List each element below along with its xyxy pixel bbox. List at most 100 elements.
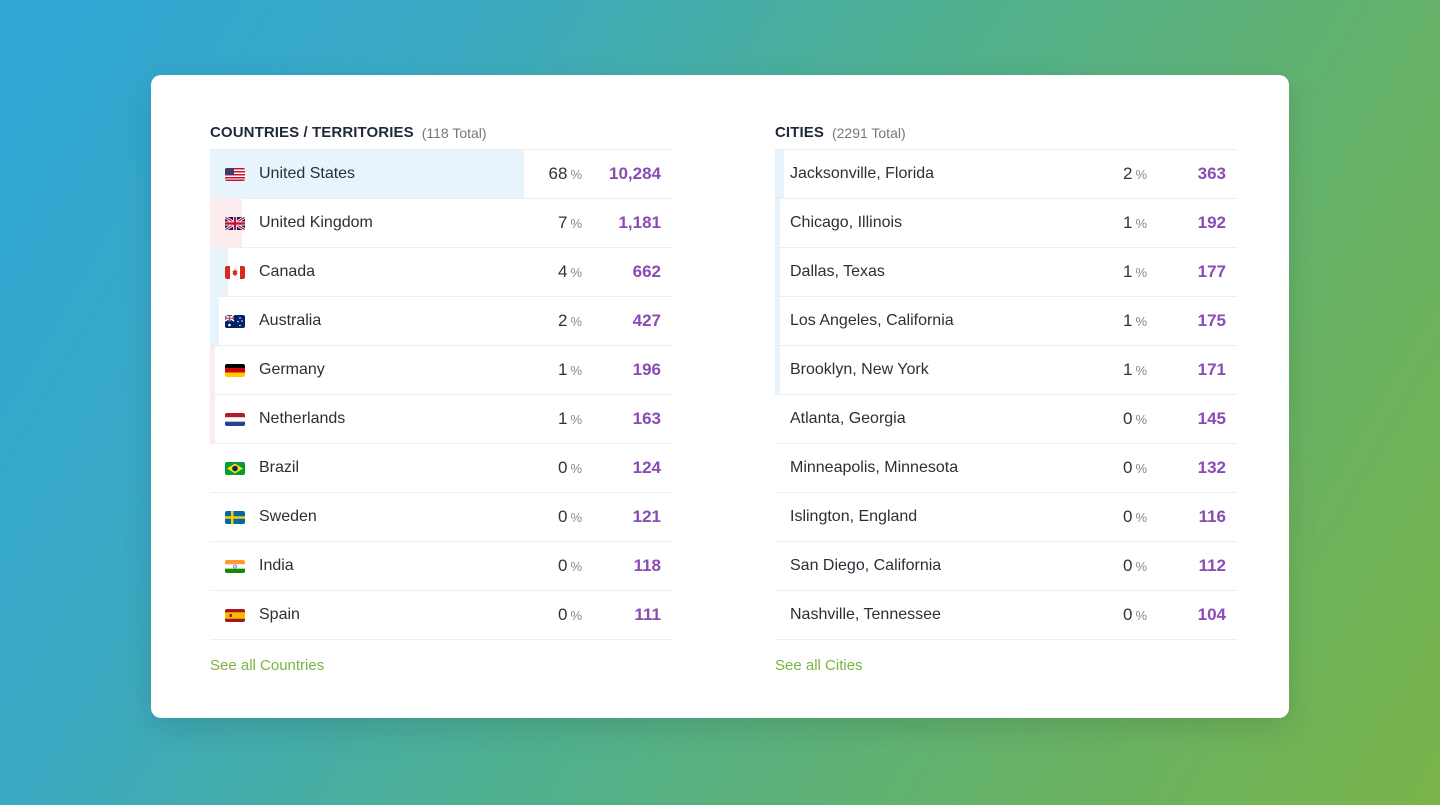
city-count: 171 <box>1197 360 1226 379</box>
city-name: Jacksonville, Florida <box>790 165 935 182</box>
country-row[interactable]: Brazil 0% 124 <box>210 444 672 493</box>
city-percent: 0% <box>1123 507 1147 527</box>
country-percent-value: 1 <box>557 409 568 428</box>
country-percent: 68% <box>549 164 582 184</box>
percent-symbol: % <box>570 216 582 231</box>
city-row[interactable]: San Diego, California 0% 112 <box>775 542 1237 591</box>
country-name: Brazil <box>259 459 300 476</box>
country-percent: 0% <box>558 458 582 478</box>
see-all-countries-link[interactable]: See all Countries <box>210 657 325 674</box>
percent-symbol: % <box>1135 265 1147 280</box>
country-count: 10,284 <box>609 164 661 183</box>
country-row[interactable]: United States 68% 10,284 <box>210 150 672 199</box>
city-share-bar <box>775 248 780 296</box>
city-count: 175 <box>1197 311 1226 330</box>
city-count: 145 <box>1197 409 1226 428</box>
city-row[interactable]: Minneapolis, Minnesota 0% 132 <box>775 444 1237 493</box>
percent-symbol: % <box>570 461 582 476</box>
country-name: Netherlands <box>259 410 346 427</box>
city-percent: 1% <box>1123 360 1147 380</box>
city-name: Atlanta, Georgia <box>790 410 906 427</box>
country-percent-value: 0 <box>557 507 568 526</box>
country-count: 124 <box>632 458 661 477</box>
cities-total: (2291 Total) <box>831 125 906 141</box>
country-row[interactable]: Canada 4% 662 <box>210 248 672 297</box>
city-row[interactable]: Jacksonville, Florida 2% 363 <box>775 150 1237 199</box>
city-percent: 0% <box>1123 556 1147 576</box>
city-name: Los Angeles, California <box>790 312 954 329</box>
country-row[interactable]: Spain 0% 111 <box>210 591 672 640</box>
city-row[interactable]: Islington, England 0% 116 <box>775 493 1237 542</box>
cities-panel: CITIES (2291 Total) Jacksonville, Florid… <box>775 115 1237 675</box>
country-percent: 1% <box>558 409 582 429</box>
cities-header: CITIES (2291 Total) <box>775 115 1237 149</box>
countries-list: United States 68% 10,284 United Kingdom 7% 1,… <box>210 149 672 640</box>
country-count: 1,181 <box>618 213 661 232</box>
country-percent: 2% <box>558 311 582 331</box>
country-count: 163 <box>632 409 661 428</box>
percent-symbol: % <box>1135 461 1147 476</box>
percent-symbol: % <box>1135 314 1147 329</box>
flag-germany-icon <box>225 363 245 377</box>
country-share-bar <box>210 248 228 296</box>
city-percent-value: 1 <box>1122 311 1133 330</box>
city-row[interactable]: Nashville, Tennessee 0% 104 <box>775 591 1237 640</box>
flag-spain-icon <box>225 608 245 622</box>
country-row[interactable]: Australia 2% 427 <box>210 297 672 346</box>
stats-card: COUNTRIES / TERRITORIES (118 Total) Unit… <box>151 75 1289 718</box>
city-percent-value: 0 <box>1122 605 1133 624</box>
city-name: Islington, England <box>790 508 918 525</box>
city-row[interactable]: Dallas, Texas 1% 177 <box>775 248 1237 297</box>
city-percent: 0% <box>1123 605 1147 625</box>
percent-symbol: % <box>570 167 582 182</box>
country-row[interactable]: Germany 1% 196 <box>210 346 672 395</box>
percent-symbol: % <box>1135 412 1147 427</box>
city-percent: 1% <box>1123 311 1147 331</box>
percent-symbol: % <box>570 412 582 427</box>
city-percent-value: 0 <box>1122 458 1133 477</box>
percent-symbol: % <box>1135 608 1147 623</box>
country-percent-value: 0 <box>557 458 568 477</box>
city-name: Brooklyn, New York <box>790 361 929 378</box>
country-row[interactable]: Netherlands 1% 163 <box>210 395 672 444</box>
country-share-bar <box>210 297 219 345</box>
country-name: India <box>259 557 294 574</box>
see-all-cities-link[interactable]: See all Cities <box>775 657 863 674</box>
city-count: 177 <box>1197 262 1226 281</box>
city-count: 112 <box>1198 556 1226 575</box>
country-percent-value: 1 <box>557 360 568 379</box>
countries-panel: COUNTRIES / TERRITORIES (118 Total) Unit… <box>210 115 672 675</box>
flag-australia-icon <box>225 314 245 328</box>
flag-india-icon <box>225 559 245 573</box>
country-count: 662 <box>632 262 661 281</box>
country-percent-value: 4 <box>557 262 568 281</box>
city-name: Minneapolis, Minnesota <box>790 459 959 476</box>
city-percent-value: 1 <box>1122 262 1133 281</box>
city-row[interactable]: Brooklyn, New York 1% 171 <box>775 346 1237 395</box>
flag-canada-icon <box>225 265 245 279</box>
country-count: 118 <box>633 556 661 575</box>
percent-symbol: % <box>570 559 582 574</box>
country-percent-value: 2 <box>557 311 568 330</box>
cities-title: CITIES <box>775 124 824 141</box>
city-count: 104 <box>1197 605 1226 624</box>
city-row[interactable]: Chicago, Illinois 1% 192 <box>775 199 1237 248</box>
city-share-bar <box>775 346 780 394</box>
country-percent: 0% <box>558 605 582 625</box>
country-row[interactable]: India 0% 118 <box>210 542 672 591</box>
city-name: Nashville, Tennessee <box>790 606 941 623</box>
country-count: 111 <box>634 605 662 624</box>
city-percent: 1% <box>1123 262 1147 282</box>
country-name: Canada <box>259 263 316 280</box>
city-percent-value: 2 <box>1122 164 1133 183</box>
countries-title: COUNTRIES / TERRITORIES <box>210 124 414 141</box>
city-row[interactable]: Atlanta, Georgia 0% 145 <box>775 395 1237 444</box>
country-percent-value: 7 <box>557 213 568 232</box>
country-row[interactable]: Sweden 0% 121 <box>210 493 672 542</box>
country-share-bar <box>210 150 524 198</box>
country-row[interactable]: United Kingdom 7% 1,181 <box>210 199 672 248</box>
country-share-bar <box>210 395 215 443</box>
city-row[interactable]: Los Angeles, California 1% 175 <box>775 297 1237 346</box>
percent-symbol: % <box>1135 167 1147 182</box>
countries-header: COUNTRIES / TERRITORIES (118 Total) <box>210 115 672 149</box>
